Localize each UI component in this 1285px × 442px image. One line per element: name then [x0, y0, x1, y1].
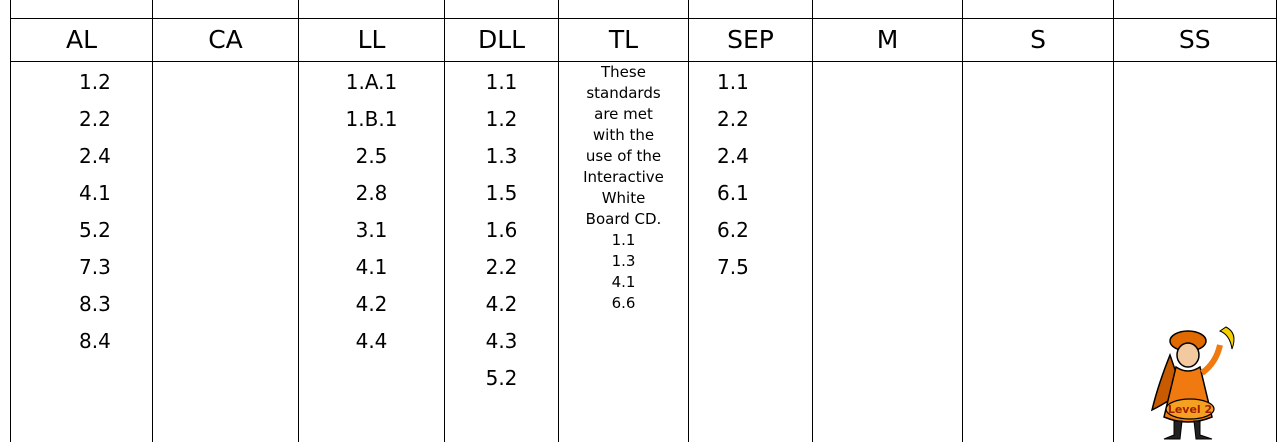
column-header: AL — [11, 18, 152, 62]
table-column: SS — [1113, 0, 1277, 442]
cell-line: 7.3 — [79, 255, 111, 279]
table-column: M — [812, 0, 962, 442]
cell-line: use of the — [585, 147, 662, 165]
cell-line: 4.1 — [611, 273, 636, 291]
cell-line: 2.4 — [79, 144, 111, 168]
cell-line: 6.2 — [717, 218, 749, 242]
cell-line: 5.2 — [79, 218, 111, 242]
cell-line: 2.4 — [717, 144, 749, 168]
cell-line: 4.1 — [355, 255, 388, 279]
cell-line: 2.2 — [485, 255, 518, 279]
cell: 1.A.1 1.B.1 2.5 2.8 3.1 4.1 4.2 4.4 — [299, 64, 444, 360]
cell: 1.1 2.2 2.4 6.1 6.2 7.5 — [689, 64, 812, 286]
cell-line: 2.5 — [355, 144, 388, 168]
cell: 1.1 1.2 1.3 1.5 1.6 2.2 4.2 4.3 5.2 — [445, 64, 558, 397]
cell-line: 2.2 — [717, 107, 749, 131]
cell-line: 1.6 — [485, 218, 518, 242]
cell-line: 8.4 — [79, 329, 111, 353]
cell-line: 1.3 — [485, 144, 518, 168]
cell-line: 6.6 — [611, 294, 636, 312]
level-illustration: Level 2 — [1150, 326, 1235, 440]
cell-line: 4.2 — [485, 292, 518, 316]
cell-line: White — [601, 189, 646, 207]
cell-line: 1.2 — [79, 70, 111, 94]
cell-line: 1.1 — [611, 231, 636, 249]
cell-line: standards — [586, 84, 661, 102]
column-header: LL — [299, 18, 444, 62]
cell-line: 8.3 — [79, 292, 111, 316]
column-header: M — [813, 18, 962, 62]
table-column: S — [962, 0, 1113, 442]
cell-line: 4.1 — [79, 181, 111, 205]
level-badge: Level 2 — [1168, 403, 1212, 416]
cell-line: 2.8 — [355, 181, 388, 205]
cell-line: 1.1 — [717, 70, 749, 94]
table-column: DLL 1.1 1.2 1.3 1.5 1.6 2.2 4.2 4.3 5.2 — [444, 0, 558, 442]
standards-table: AL 1.2 2.2 2.4 4.1 5.2 7.3 8.3 8.4 CA LL 1.A.1 1.B.1… — [10, 0, 1277, 442]
cell-line: 5.2 — [485, 366, 518, 390]
cell: These standards are met with the use of the I… — [559, 62, 688, 314]
table-column: CA — [152, 0, 298, 442]
column-header: SEP — [689, 18, 812, 62]
cell-line: 1.2 — [485, 107, 518, 131]
cell: 1.2 2.2 2.4 4.1 5.2 7.3 8.3 8.4 — [11, 64, 152, 360]
table-column: AL 1.2 2.2 2.4 4.1 5.2 7.3 8.3 8.4 — [10, 0, 152, 442]
cell-line: 4.2 — [355, 292, 388, 316]
column-header: CA — [153, 18, 298, 62]
column-header: SS — [1114, 18, 1276, 62]
cell-line: 1.3 — [611, 252, 636, 270]
cell-line: Board CD. — [585, 210, 662, 228]
cell-line: 1.5 — [485, 181, 518, 205]
cell-line: 4.3 — [485, 329, 518, 353]
table-column: LL 1.A.1 1.B.1 2.5 2.8 3.1 4.1 4.2 4.4 — [298, 0, 444, 442]
cell-line: 1.1 — [485, 70, 518, 94]
cell-line: These — [601, 63, 646, 81]
cell-line: 1.B.1 — [345, 107, 398, 131]
column-header: S — [963, 18, 1113, 62]
cell-line: 6.1 — [717, 181, 749, 205]
cell-line: with the — [592, 126, 655, 144]
cell-line: 7.5 — [717, 255, 749, 279]
cell-line: 2.2 — [79, 107, 111, 131]
cell-line: Interactive — [583, 168, 664, 186]
column-header: TL — [559, 18, 688, 62]
cell-line: 3.1 — [355, 218, 388, 242]
column-header: DLL — [445, 18, 558, 62]
cell-line: are met — [594, 105, 653, 123]
cell-line: 4.4 — [355, 329, 388, 353]
table-column: TL These standards are met with the use of th… — [558, 0, 688, 442]
table-column: SEP 1.1 2.2 2.4 6.1 6.2 7.5 — [688, 0, 812, 442]
cell-line: 1.A.1 — [345, 70, 398, 94]
